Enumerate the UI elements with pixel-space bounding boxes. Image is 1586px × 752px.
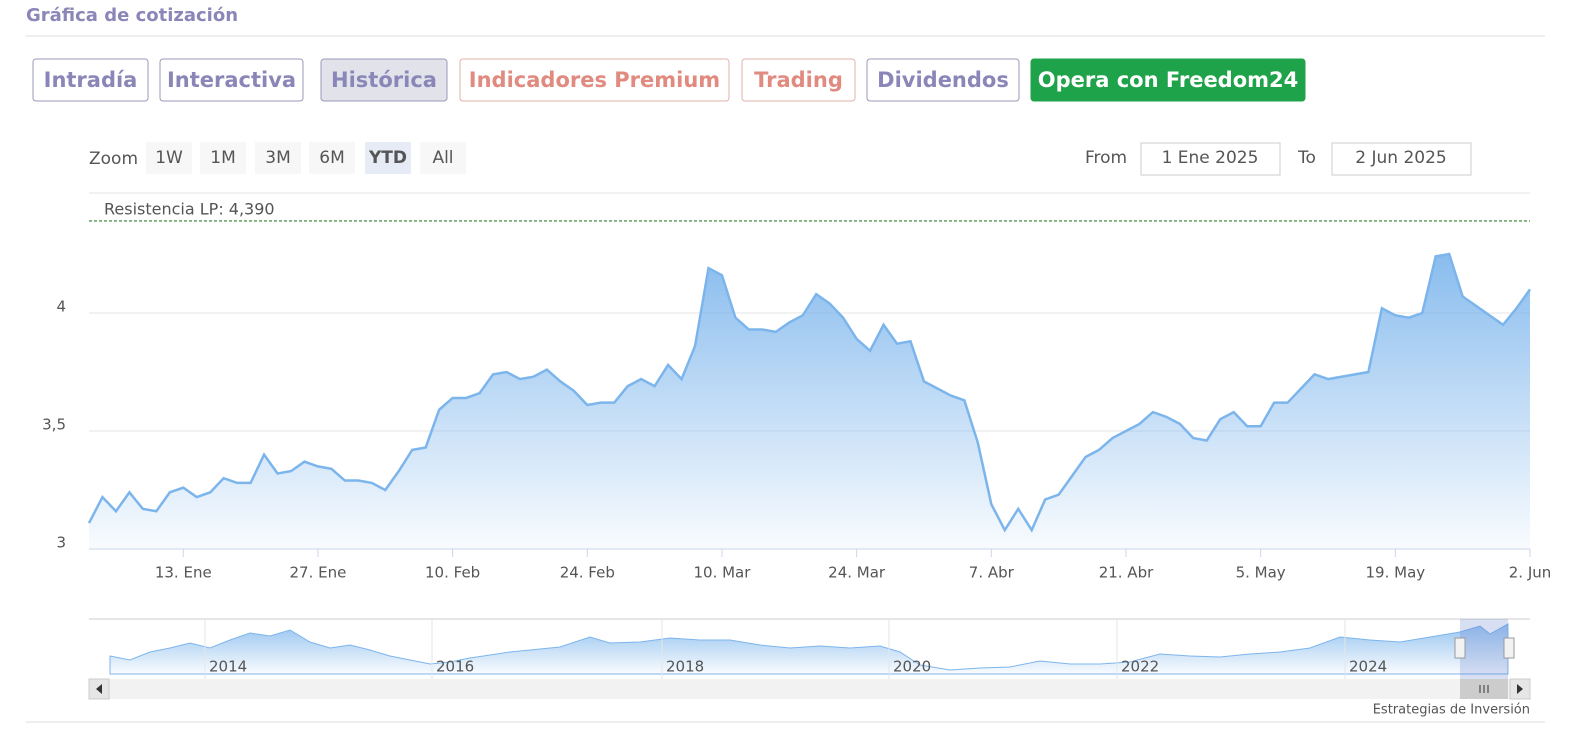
section-title: Gráfica de cotización xyxy=(26,5,238,26)
zoom-label: Zoom xyxy=(89,149,138,169)
tab-label: Trading xyxy=(754,68,843,92)
thumb-grip xyxy=(1479,685,1489,693)
y-tick-label: 3,5 xyxy=(42,416,66,434)
navigator-label: 2020 xyxy=(893,658,931,676)
handle-left[interactable] xyxy=(1454,637,1466,659)
navigator-label: 2018 xyxy=(666,658,704,676)
navigator-label: 2024 xyxy=(1349,658,1387,676)
zoom-button[interactable] xyxy=(309,142,355,174)
area-fill xyxy=(89,254,1530,549)
zoom-button-label: 6M xyxy=(319,148,344,168)
tab[interactable] xyxy=(32,58,149,102)
zoom-button[interactable] xyxy=(420,142,466,174)
credits: Estrategias de Inversión xyxy=(1373,703,1530,718)
x-tick-label: 2. Jun xyxy=(1509,564,1552,582)
scrollbar-track xyxy=(89,679,1530,699)
to-value: 2 Jun 2025 xyxy=(1355,148,1446,168)
resistance-label: Resistencia LP: 4,390 xyxy=(104,199,275,218)
tab-label: Histórica xyxy=(331,68,437,92)
to-label: To xyxy=(1297,148,1316,168)
range-selector: Zoom From 1 Ene 2025 To 2 Jun 2025 1W 1M 3… xyxy=(89,142,1472,176)
arrow-left xyxy=(96,684,102,694)
zoom-button-label: 3M xyxy=(265,148,290,168)
x-tick-label: 7. Abr xyxy=(969,564,1015,582)
tab-bar: Intradía Interactiva Histórica Indicadores … xyxy=(32,58,1306,102)
y-tick-label: 3 xyxy=(56,534,66,552)
tab[interactable] xyxy=(1030,58,1306,102)
zoom-button-label: All xyxy=(432,148,453,168)
navigator-label: 2014 xyxy=(209,658,247,676)
tab-label: Indicadores Premium xyxy=(469,68,720,92)
tab-label: Interactiva xyxy=(167,68,296,92)
from-input[interactable] xyxy=(1140,142,1281,176)
x-tick-label: 24. Feb xyxy=(560,564,615,582)
arrow-right xyxy=(1517,684,1523,694)
x-tick-label: 13. Ene xyxy=(155,564,212,582)
navigator: 2014 2016 2018 2020 2022 2024 xyxy=(88,618,1531,700)
x-tick-label: 24. Mar xyxy=(828,564,886,582)
tab-label: Intradía xyxy=(44,68,138,92)
zoom-button[interactable] xyxy=(146,142,192,174)
zoom-button-label: 1M xyxy=(210,148,235,168)
y-tick-label: 4 xyxy=(56,298,66,316)
navigator-label: 2022 xyxy=(1121,658,1159,676)
x-tick-label: 10. Feb xyxy=(425,564,480,582)
tab[interactable] xyxy=(459,58,730,102)
x-tick-label: 27. Ene xyxy=(290,564,347,582)
navigator-label: 2016 xyxy=(436,658,474,676)
zoom-button[interactable] xyxy=(255,142,301,174)
plot: 3 3,5 4 13. Ene 27. Ene 10. Feb 24. Feb 10. Mar… xyxy=(42,199,1551,581)
handle-right[interactable] xyxy=(1503,637,1515,659)
price-line xyxy=(87,252,1532,533)
from-value: 1 Ene 2025 xyxy=(1162,148,1259,168)
tab-label: Dividendos xyxy=(877,68,1009,92)
zoom-button[interactable] xyxy=(200,142,246,174)
from-label: From xyxy=(1085,148,1127,168)
x-tick-label: 5. May xyxy=(1236,564,1286,582)
tab[interactable] xyxy=(159,58,304,102)
x-tick-label: 19. May xyxy=(1366,564,1426,582)
x-tick-label: 10. Mar xyxy=(693,564,751,582)
tab-label: Opera con Freedom24 xyxy=(1038,68,1299,92)
navigator-mask xyxy=(1460,619,1508,679)
tab[interactable] xyxy=(741,58,856,102)
tab[interactable] xyxy=(320,58,448,102)
zoom-button-label: YTD xyxy=(368,148,407,168)
tab[interactable] xyxy=(866,58,1020,102)
zoom-button[interactable] xyxy=(365,142,411,174)
to-input[interactable] xyxy=(1331,142,1472,176)
zoom-button-label: 1W xyxy=(155,148,183,168)
x-tick-label: 21. Abr xyxy=(1099,564,1154,582)
